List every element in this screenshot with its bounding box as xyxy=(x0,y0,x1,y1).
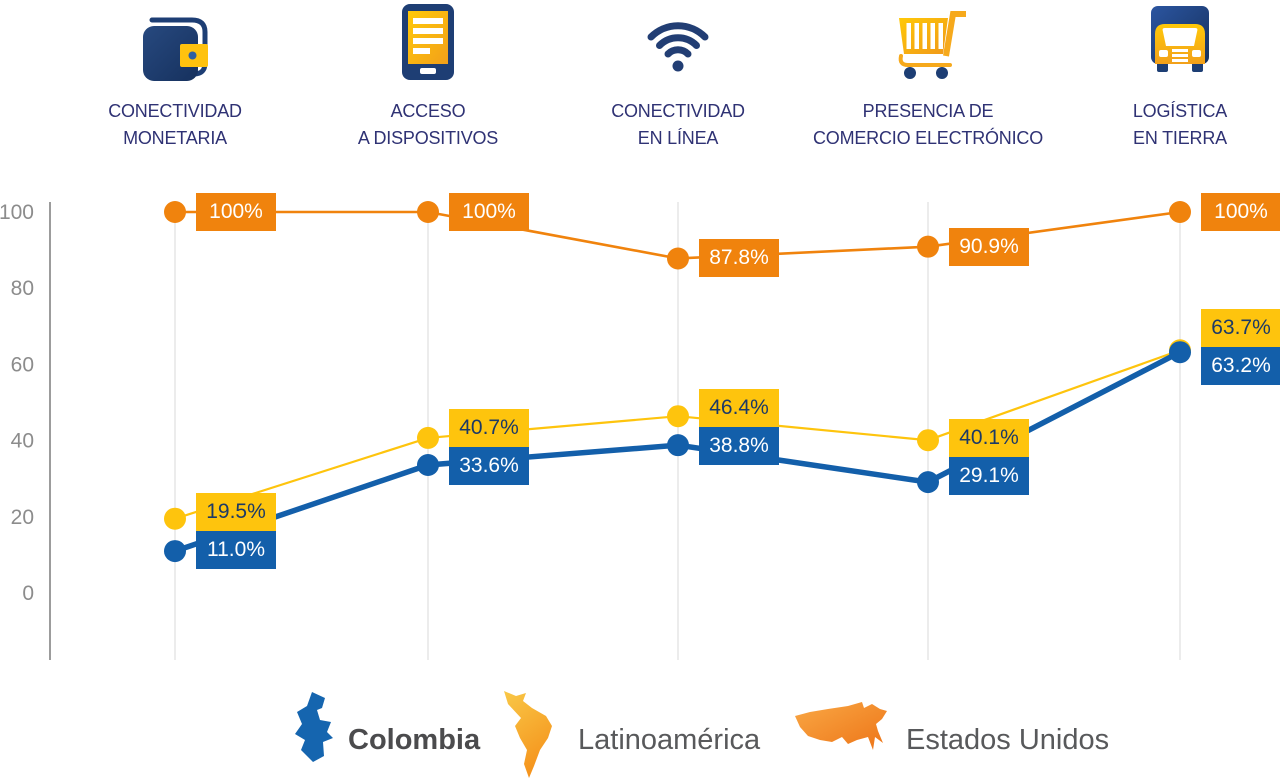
latam-map-icon xyxy=(504,691,552,778)
point-estados-unidos-4 xyxy=(1169,201,1191,223)
usa-map-icon xyxy=(795,702,887,750)
category-label: ACCESO A DISPOSITIVOS xyxy=(357,101,499,148)
tablet-icon xyxy=(388,2,468,82)
legend-item-latinoamerica xyxy=(496,688,562,780)
point-latinoamerica-3 xyxy=(917,429,939,452)
point-estados-unidos-3 xyxy=(917,235,939,258)
wifi-icon xyxy=(638,2,718,82)
point-estados-unidos-2 xyxy=(667,247,689,270)
legend-item-estados-unidos xyxy=(792,699,892,761)
point-latinoamerica-1 xyxy=(417,426,439,449)
point-colombia-0 xyxy=(164,540,186,563)
y-tick-80: 80 xyxy=(11,277,34,300)
point-colombia-3 xyxy=(917,471,939,494)
truck-icon xyxy=(1140,2,1220,82)
y-tick-60: 60 xyxy=(11,353,34,376)
colombia-map-icon xyxy=(295,692,333,762)
y-tick-0: 0 xyxy=(22,582,34,605)
category-label: LOGÍSTICA EN TIERRA xyxy=(1132,101,1228,148)
legend-label-latinoamerica: Latinoamérica xyxy=(578,724,761,756)
category-acceso-a-dispositivos: ACCESO A DISPOSITIVOS xyxy=(298,0,558,152)
category-label: PRESENCIA DE COMERCIO ELECTRÓNICO xyxy=(812,101,1044,148)
legend-item-colombia xyxy=(287,690,339,764)
point-colombia-2 xyxy=(667,434,689,457)
legend-label-colombia: Colombia xyxy=(348,724,481,756)
category-presencia-de-comercio-electronico: PRESENCIA DE COMERCIO ELECTRÓNICO xyxy=(798,0,1058,152)
point-colombia-4 xyxy=(1169,341,1191,364)
category-label: CONECTIVIDAD MONETARIA xyxy=(108,101,242,148)
point-estados-unidos-1 xyxy=(417,201,439,223)
point-colombia-1 xyxy=(417,453,439,476)
y-tick-100: 100 xyxy=(0,201,34,224)
y-tick-40: 40 xyxy=(11,430,34,453)
point-latinoamerica-0 xyxy=(164,507,186,530)
point-latinoamerica-2 xyxy=(667,405,689,428)
legend-label-estados-unidos: Estados Unidos xyxy=(906,724,1110,756)
category-conectividad-en-linea: CONECTIVIDAD EN LÍNEA xyxy=(548,0,808,152)
y-tick-20: 20 xyxy=(11,506,34,529)
category-logistica-en-tierra: LOGÍSTICA EN TIERRA xyxy=(1050,0,1280,152)
category-label: CONECTIVIDAD EN LÍNEA xyxy=(611,101,745,148)
cart-icon xyxy=(888,2,968,82)
category-conectividad-monetaria: CONECTIVIDAD MONETARIA xyxy=(45,0,305,152)
point-estados-unidos-0 xyxy=(164,201,186,223)
wallet-icon xyxy=(135,2,215,82)
